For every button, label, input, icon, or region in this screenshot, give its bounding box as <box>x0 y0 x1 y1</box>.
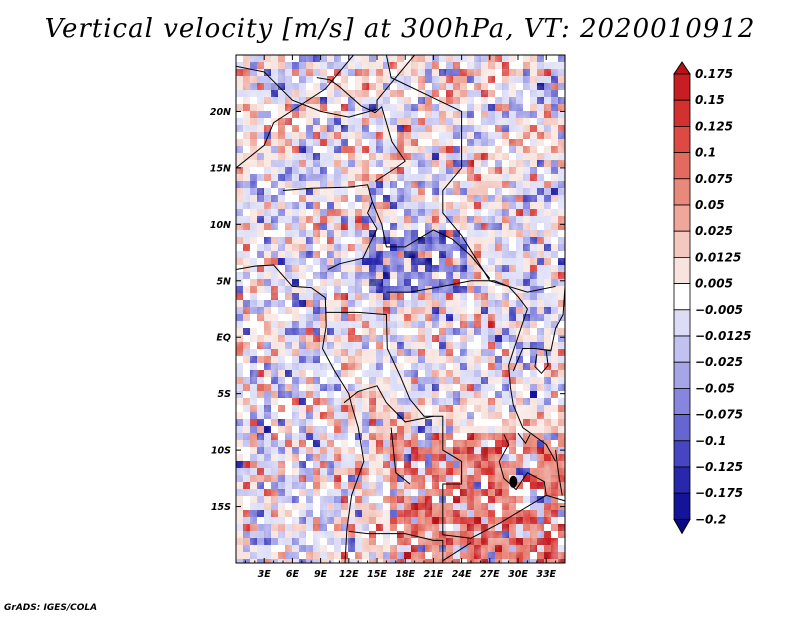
map-axes: 3E 6E 9E 12E 15E 18E 21E 24E 27E 30E 33E 20N 15N 10N 5… <box>210 54 566 580</box>
colorbar-segment <box>673 361 691 389</box>
x-tick-label: 18E <box>395 569 415 580</box>
y-tick-label: 15S <box>211 502 231 513</box>
border-line <box>325 311 566 539</box>
colorbar-label: 0.1 <box>695 146 716 160</box>
x-tick-label: 33E <box>536 569 556 580</box>
colorbar-arrow-bottom <box>673 518 691 535</box>
map-field <box>236 55 565 563</box>
x-tick-label: 21E <box>424 569 444 580</box>
colorbar-segment <box>673 99 691 127</box>
colorbar-label: 0.15 <box>695 93 725 107</box>
colorbar-segment <box>673 256 691 284</box>
colorbar-label: −0.175 <box>695 486 743 500</box>
border-line <box>390 427 411 485</box>
colorbar-segment <box>673 335 691 363</box>
colorbar-label: 0.05 <box>695 198 725 212</box>
y-tick-label: 5N <box>216 276 231 287</box>
border-line <box>512 286 566 372</box>
border-line <box>386 280 557 462</box>
colorbar-label: −0.125 <box>695 460 743 474</box>
border-line <box>343 385 434 423</box>
colorbar-segment <box>673 283 691 311</box>
y-tick-label: 10S <box>211 446 231 457</box>
border-line <box>517 432 531 445</box>
colorbar-segment <box>673 152 691 180</box>
border-line <box>235 264 365 564</box>
colorbar-label: −0.05 <box>695 381 735 395</box>
colorbar-segment <box>673 204 691 232</box>
border-line <box>371 201 491 279</box>
colorbar-segment <box>673 440 691 468</box>
colorbar-segment <box>673 309 691 337</box>
colorbar-label: −0.2 <box>695 512 726 526</box>
colorbar-segment <box>673 492 691 520</box>
x-tick-label: 6E <box>286 569 300 580</box>
colorbar-segment <box>673 230 691 258</box>
grads-credit: GrADS: IGES/COLA <box>4 603 98 613</box>
x-tick-label: 30E <box>508 569 528 580</box>
colorbar-label: 0.005 <box>695 277 733 291</box>
x-tick-label: 24E <box>452 569 472 580</box>
border-line <box>534 350 549 375</box>
colorbar-segment <box>673 387 691 415</box>
colorbar-label: −0.025 <box>695 355 743 369</box>
y-tick-label: 15N <box>210 163 231 174</box>
lake-bangweulu <box>509 475 518 488</box>
colorbar-segment <box>673 126 691 154</box>
colorbar-label: −0.1 <box>695 434 726 448</box>
colorbar-segment <box>673 73 691 101</box>
y-tick-label: 5S <box>218 389 232 400</box>
colorbar-label: 0.025 <box>695 224 733 238</box>
x-tick-label: 12E <box>339 569 359 580</box>
y-tick-label: 20N <box>210 107 231 118</box>
colorbar-label: 0.175 <box>695 67 733 81</box>
colorbar-segment <box>673 178 691 206</box>
x-tick-label: 15E <box>367 569 387 580</box>
colorbar-label: 0.125 <box>695 119 733 133</box>
y-tick-label: EQ <box>216 333 231 344</box>
colorbar-arrow-top <box>673 61 691 75</box>
border-line <box>235 54 354 169</box>
colorbar-label: 0.075 <box>695 172 733 186</box>
x-tick-label: 9E <box>314 569 328 580</box>
border-line <box>316 77 406 182</box>
colorbar-label: 0.0125 <box>695 250 741 264</box>
colorbar: 0.175 0.15 0.125 0.1 0.075 0.05 0.025 0.0125 0.0… <box>673 61 751 535</box>
y-tick-label: 10N <box>210 220 231 231</box>
colorbar-label: −0.075 <box>695 408 743 422</box>
chart-title: Vertical velocity [m/s] at 300hPa, VT: 2… <box>44 14 756 44</box>
colorbar-label: −0.0125 <box>695 329 751 343</box>
border-line <box>282 184 378 270</box>
country-borders <box>235 54 566 564</box>
map-frame <box>235 54 566 564</box>
border-line <box>235 54 415 118</box>
colorbar-label: −0.005 <box>695 303 743 317</box>
border-line <box>555 450 563 496</box>
colorbar-segment <box>673 466 691 494</box>
x-tick-label: 3E <box>258 569 272 580</box>
x-tick-label: 27E <box>480 569 500 580</box>
colorbar-segment <box>673 414 691 442</box>
